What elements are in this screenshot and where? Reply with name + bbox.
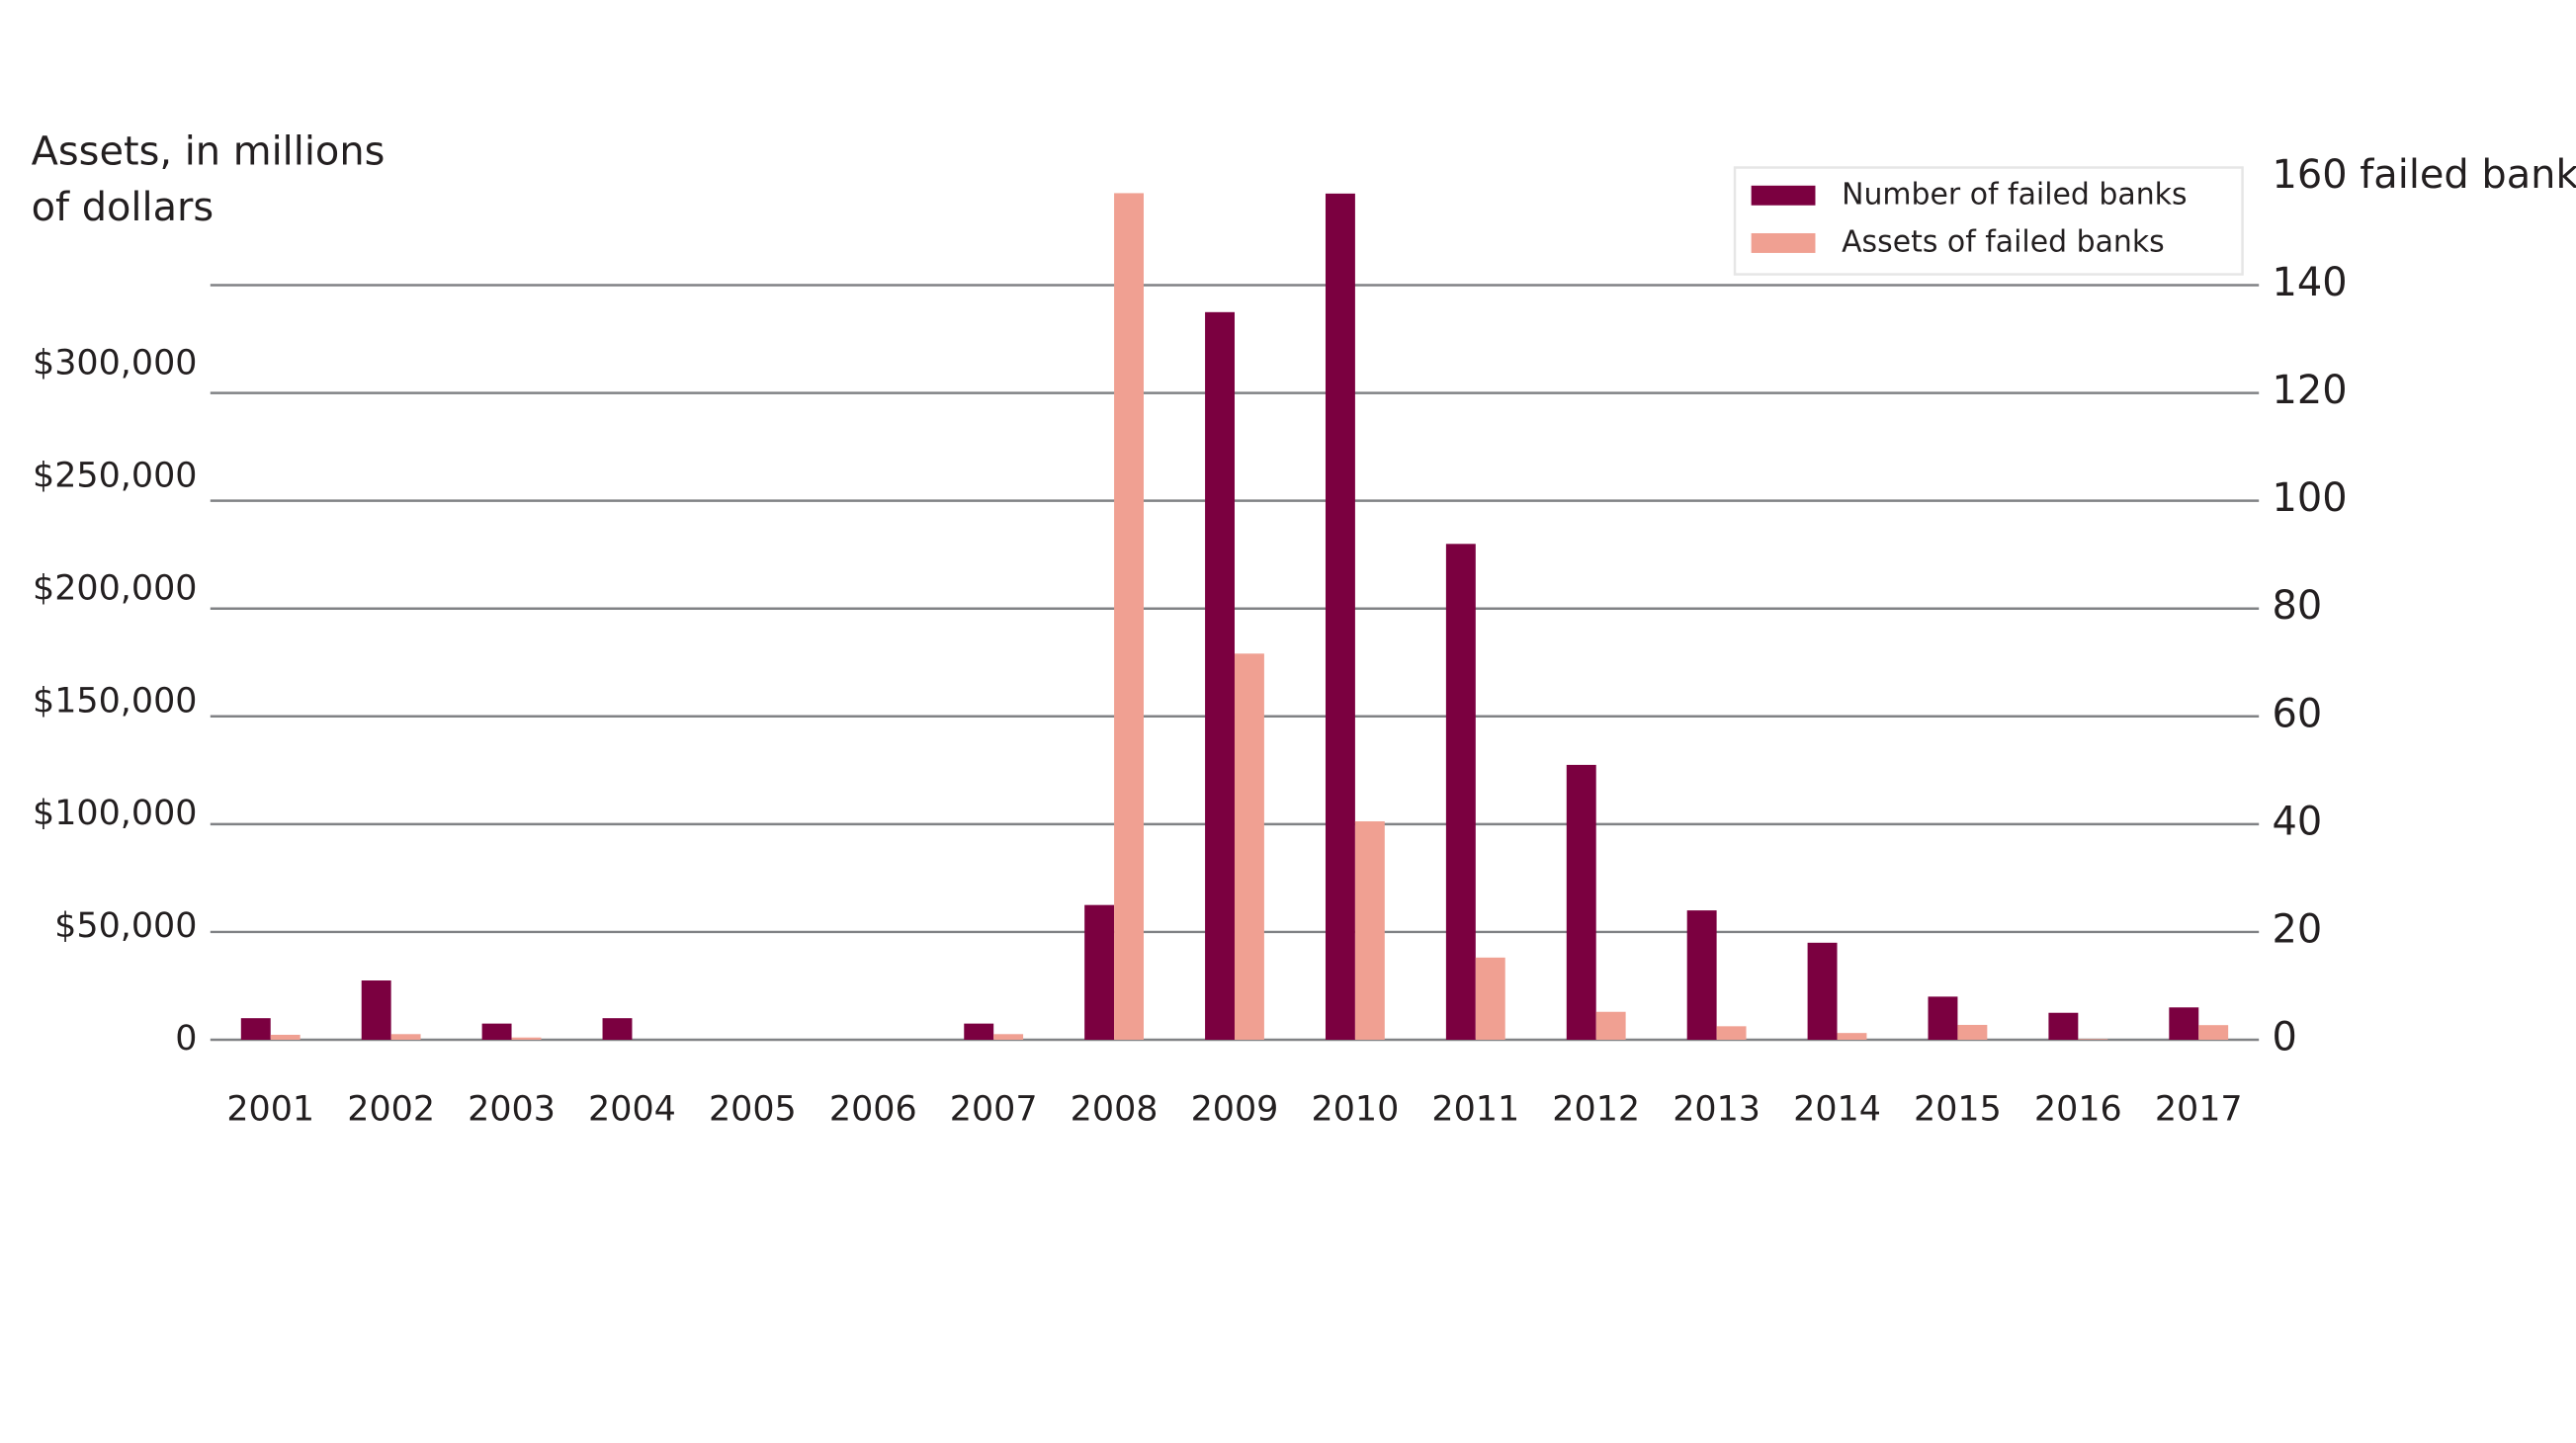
legend-box bbox=[1733, 166, 2244, 276]
bar bbox=[1928, 996, 1958, 1040]
y2-tick-label: 100 bbox=[2272, 475, 2347, 521]
bar bbox=[1325, 193, 1355, 1040]
x-tick-label: 2011 bbox=[1431, 1089, 1519, 1129]
bar bbox=[270, 1034, 301, 1040]
y2-tick-label: 40 bbox=[2272, 799, 2322, 844]
bar bbox=[511, 1037, 542, 1040]
x-tick-label: 2008 bbox=[1071, 1089, 1159, 1129]
y2-tick-label: 20 bbox=[2272, 906, 2322, 952]
x-tick-label: 2013 bbox=[1673, 1089, 1760, 1129]
bar bbox=[1445, 544, 1476, 1040]
bar bbox=[1957, 1024, 1988, 1040]
x-tick-label: 2015 bbox=[1914, 1089, 2002, 1129]
bar bbox=[993, 1034, 1024, 1040]
x-tick-label: 2009 bbox=[1191, 1089, 1279, 1129]
x-tick-label: 2014 bbox=[1793, 1089, 1881, 1129]
y-tick-label: $150,000 bbox=[33, 681, 197, 721]
y-tick-label: $50,000 bbox=[54, 906, 197, 946]
bar bbox=[481, 1023, 512, 1040]
bar bbox=[1475, 957, 1505, 1040]
bar bbox=[1716, 1026, 1747, 1040]
bar bbox=[1595, 1011, 1626, 1040]
x-tick-label: 2007 bbox=[950, 1089, 1038, 1129]
x-tick-label: 2001 bbox=[226, 1089, 314, 1129]
y-axis-title: Assets, in millions bbox=[32, 129, 386, 175]
y-tick-label: $200,000 bbox=[33, 568, 197, 608]
y-axis-title: of dollars bbox=[32, 185, 215, 230]
bar bbox=[361, 980, 391, 1040]
bar bbox=[2078, 1039, 2108, 1040]
y-tick-label: $300,000 bbox=[33, 344, 197, 383]
x-tick-label: 2012 bbox=[1552, 1089, 1640, 1129]
bar bbox=[1205, 311, 1235, 1040]
legend-swatch bbox=[1751, 185, 1816, 206]
y2-tick-label: 80 bbox=[2272, 583, 2322, 629]
y2-tick-label: 60 bbox=[2272, 691, 2322, 736]
bar bbox=[1566, 764, 1596, 1040]
y2-tick-label: 0 bbox=[2272, 1014, 2296, 1060]
x-tick-label: 2017 bbox=[2155, 1089, 2243, 1129]
bar bbox=[1807, 942, 1838, 1040]
bar bbox=[390, 1034, 421, 1040]
bar bbox=[2169, 1007, 2199, 1040]
bar bbox=[2198, 1025, 2229, 1040]
x-tick-label: 2006 bbox=[829, 1089, 917, 1129]
y-tick-label: 0 bbox=[175, 1019, 197, 1059]
legend-label: Assets of failed banks bbox=[1842, 224, 2165, 259]
bar bbox=[602, 1018, 633, 1040]
y-tick-label: $250,000 bbox=[33, 456, 197, 495]
x-tick-label: 2010 bbox=[1311, 1089, 1399, 1129]
y-tick-label: $100,000 bbox=[33, 794, 197, 833]
bar bbox=[1084, 904, 1115, 1040]
bar bbox=[1837, 1033, 1867, 1040]
y2-tick-label: 120 bbox=[2272, 368, 2347, 413]
bar bbox=[1686, 910, 1717, 1040]
x-tick-label: 2003 bbox=[468, 1089, 556, 1129]
x-tick-label: 2004 bbox=[588, 1089, 676, 1129]
legend-swatch bbox=[1751, 232, 1816, 253]
y2-tick-label: 160 failed banks bbox=[2272, 152, 2576, 198]
legend-label: Number of failed banks bbox=[1842, 177, 2188, 212]
bar bbox=[2048, 1012, 2079, 1040]
y2-tick-label: 140 bbox=[2272, 260, 2347, 305]
x-tick-label: 2005 bbox=[709, 1089, 797, 1129]
bar bbox=[1234, 653, 1264, 1040]
bar bbox=[964, 1023, 994, 1040]
x-tick-label: 2016 bbox=[2034, 1089, 2122, 1129]
bar bbox=[1354, 821, 1385, 1040]
x-tick-label: 2002 bbox=[347, 1089, 435, 1129]
bar bbox=[240, 1018, 271, 1040]
bar bbox=[1114, 193, 1144, 1040]
